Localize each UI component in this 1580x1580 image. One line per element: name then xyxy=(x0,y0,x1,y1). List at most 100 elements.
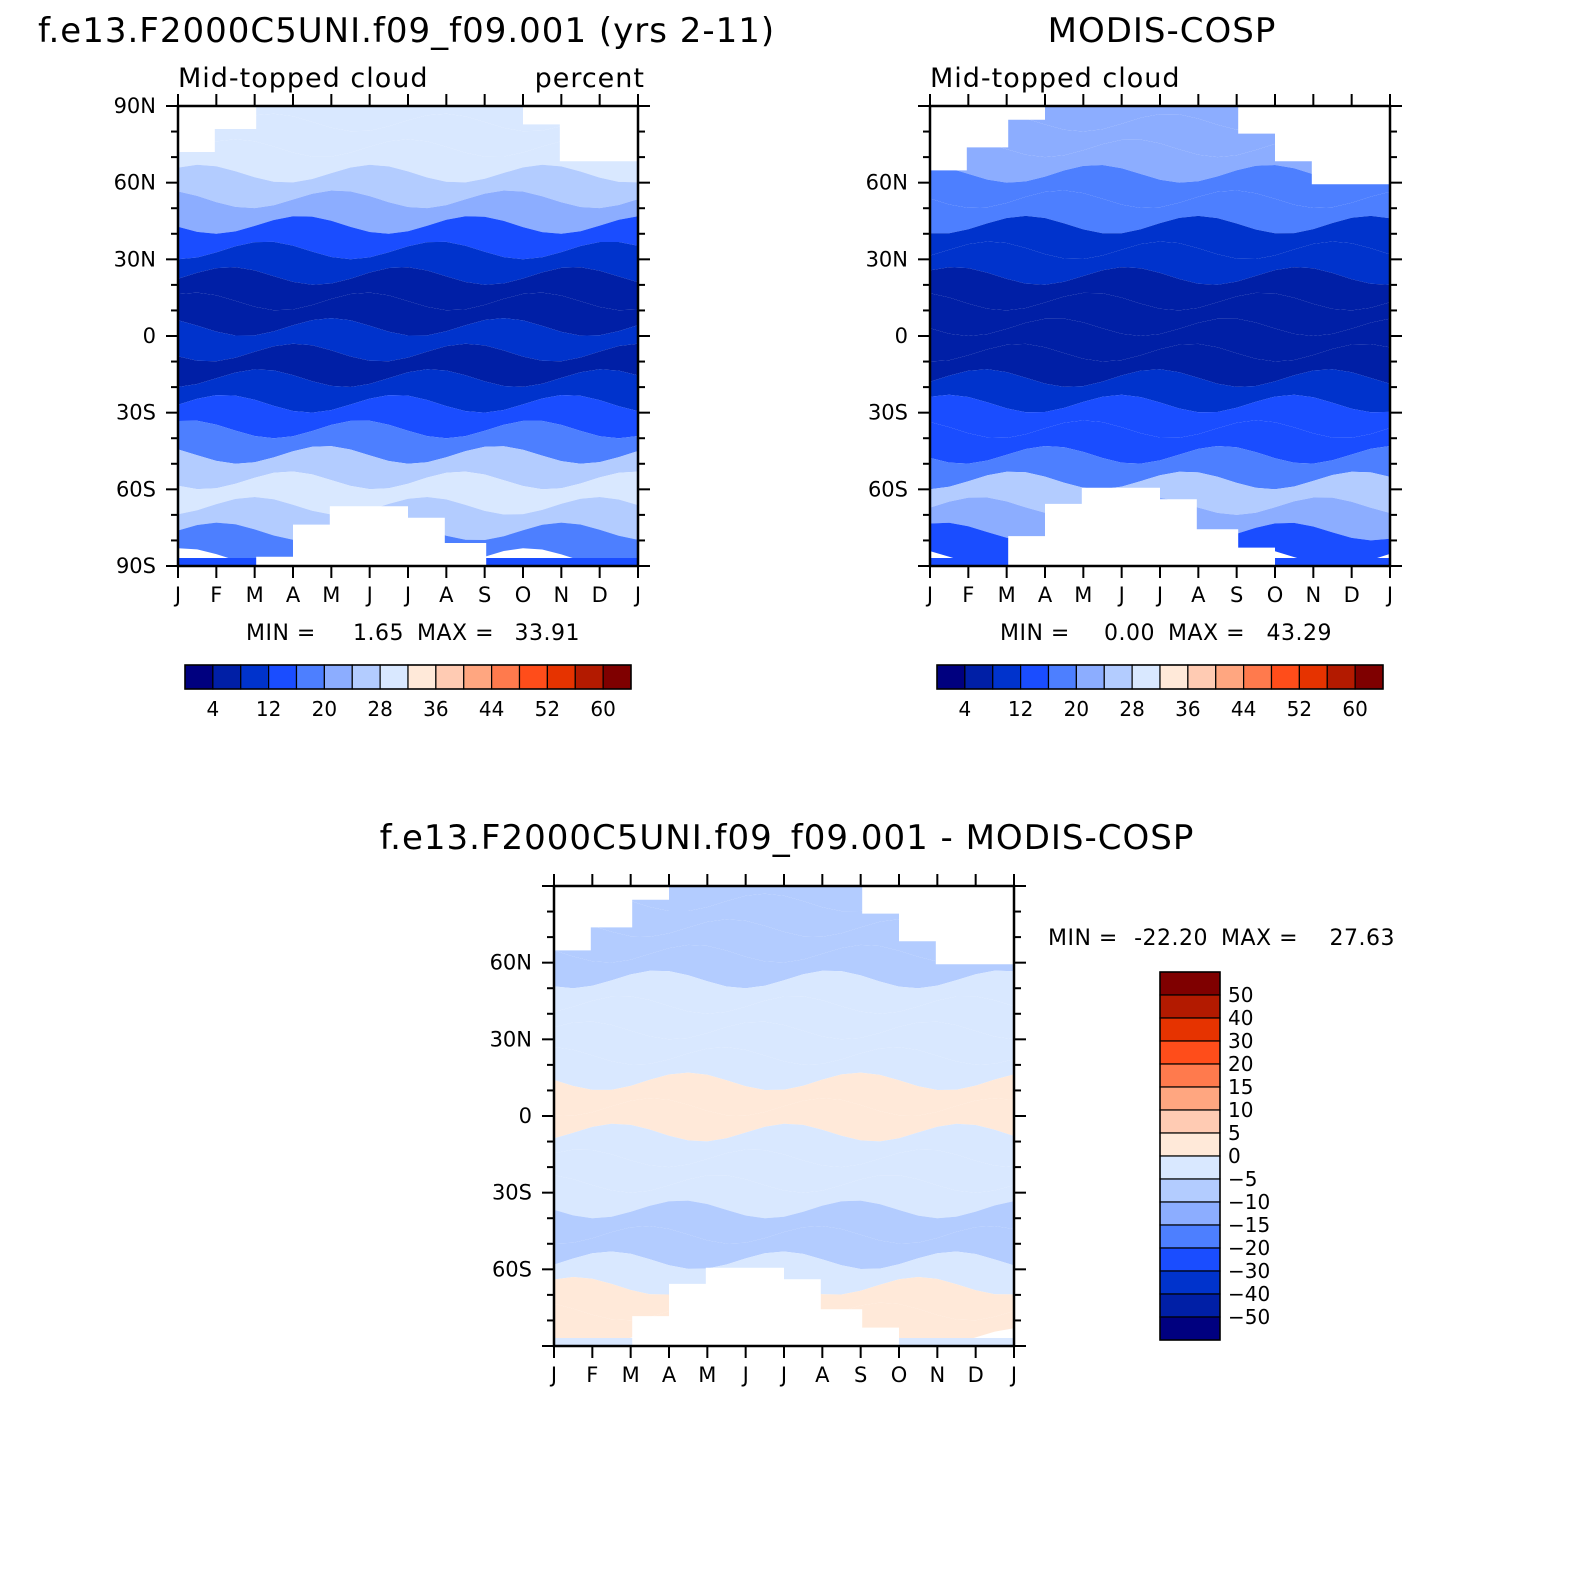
missing-data-mask xyxy=(1008,487,1275,566)
colorbar-label: 44 xyxy=(479,697,504,721)
band-2-4 xyxy=(554,970,1014,1014)
y-tick-label: 30S xyxy=(492,1181,532,1205)
band-2-5 xyxy=(554,996,1014,1040)
y-tick-label: 60N xyxy=(490,951,532,975)
colorbar-swatch xyxy=(1159,1086,1221,1111)
missing-data-mask xyxy=(632,1267,899,1346)
colorbar-swatch xyxy=(1159,1132,1221,1157)
colorbar-label: 36 xyxy=(423,697,448,721)
y-tick-label: 30N xyxy=(490,1027,532,1051)
colorbar-label: 28 xyxy=(1119,697,1144,721)
band-0-12 xyxy=(178,395,638,439)
x-tick-label: F xyxy=(586,1363,598,1387)
band-1-7 xyxy=(930,267,1390,311)
colorbar-swatch xyxy=(1020,664,1050,690)
y-tick-label: 60S xyxy=(116,477,156,501)
colorbar-swatch xyxy=(1159,994,1221,1019)
band-1-10 xyxy=(930,343,1390,387)
field-1 xyxy=(930,106,1390,566)
y-tick-label: 30S xyxy=(868,401,908,425)
x-tick-label: A xyxy=(439,583,454,607)
colorbar-swatch xyxy=(1131,664,1161,690)
panel-diff-max-label: MAX = xyxy=(1221,926,1298,951)
band-1-4 xyxy=(930,190,1390,234)
colorbar-swatch xyxy=(602,664,632,690)
colorbar-label: −5 xyxy=(1228,1167,1257,1191)
colorbar-label: −10 xyxy=(1228,1190,1270,1214)
colorbar-swatch xyxy=(1159,1247,1221,1272)
colorbar-label: 52 xyxy=(1287,697,1312,721)
x-tick-label: J xyxy=(1117,583,1125,607)
colorbar-label: 0 xyxy=(1228,1144,1241,1168)
colorbar-swatch xyxy=(1159,664,1189,690)
missing-data-mask xyxy=(256,506,487,566)
x-tick-label: A xyxy=(662,1363,677,1387)
colorbar-label: 4 xyxy=(959,697,972,721)
panel-obs-min-value: 0.00 xyxy=(1104,621,1155,646)
colorbar-swatch xyxy=(1159,1224,1221,1249)
y-tick-label: 0 xyxy=(519,1104,532,1128)
x-tick-label: N xyxy=(1305,583,1321,607)
x-tick-label: A xyxy=(1038,583,1053,607)
colorbar-swatch xyxy=(212,664,242,690)
y-tick-label: 90S xyxy=(116,554,156,578)
band-1-11 xyxy=(930,369,1390,413)
band-2-11 xyxy=(554,1149,1014,1193)
colorbar-label: 60 xyxy=(590,697,615,721)
colorbar-label: −30 xyxy=(1228,1259,1270,1283)
band-2-8 xyxy=(554,1072,1014,1116)
colorbar-label: 36 xyxy=(1175,697,1200,721)
band-0-2 xyxy=(178,139,638,183)
panel-obs-title: MODIS-COSP xyxy=(1048,11,1277,51)
panel-diff-max-value: 27.63 xyxy=(1330,926,1395,951)
x-tick-label: M xyxy=(322,583,340,607)
panel-diff: f.e13.F2000C5UNI.f09_f09.001 - MODIS-COS… xyxy=(380,818,1395,1387)
panel-diff-min-value: -22.20 xyxy=(1134,926,1208,951)
x-tick-label: M xyxy=(698,1363,716,1387)
band-2-13 xyxy=(554,1200,1014,1244)
y-tick-label: 60N xyxy=(114,171,156,195)
colorbar-swatch xyxy=(240,664,270,690)
panel-obs-plot xyxy=(928,104,1392,568)
band-1-8 xyxy=(930,292,1390,336)
panel-model-title: f.e13.F2000C5UNI.f09_f09.001 (yrs 2-11) xyxy=(38,11,775,51)
y-tick-label: 30N xyxy=(866,247,908,271)
colorbar-swatch xyxy=(491,664,521,690)
colorbar-swatch xyxy=(1354,664,1384,690)
panel-model-subtitle: Mid-topped cloud xyxy=(178,63,429,94)
band-2-12 xyxy=(554,1175,1014,1219)
panel-diff-y-ticks: 60N 30N 0 30S 60S xyxy=(490,885,1026,1347)
colorbar-swatch xyxy=(1326,664,1356,690)
panel-model-colorbar: 4 12 20 28 36 44 52 60 xyxy=(184,664,632,721)
x-tick-label: M xyxy=(246,583,264,607)
band-0-11 xyxy=(178,369,638,413)
colorbar-label: 28 xyxy=(367,697,392,721)
field-0 xyxy=(178,106,638,566)
panel-model-plot xyxy=(176,104,640,568)
y-tick-label: 60S xyxy=(868,477,908,501)
colorbar-swatch xyxy=(1159,971,1221,996)
colorbar-swatch xyxy=(1159,1155,1221,1180)
colorbar-swatch xyxy=(1075,664,1105,690)
x-tick-label: J xyxy=(741,1363,749,1387)
band-0-5 xyxy=(178,216,638,260)
x-tick-label: O xyxy=(1267,583,1284,607)
colorbar-swatch xyxy=(351,664,381,690)
colorbar-label: 60 xyxy=(1342,697,1367,721)
colorbar-swatch xyxy=(184,664,214,690)
y-tick-label: 30S xyxy=(116,401,156,425)
colorbar-swatch xyxy=(1159,1293,1221,1318)
x-tick-label: M xyxy=(622,1363,640,1387)
colorbar-swatch xyxy=(323,664,353,690)
panel-model-min-label: MIN = xyxy=(246,621,316,646)
missing-data-mask xyxy=(178,106,638,162)
x-tick-label: A xyxy=(1191,583,1206,607)
panel-obs-subtitle: Mid-topped cloud xyxy=(930,63,1181,94)
x-tick-label: J xyxy=(1385,583,1393,607)
colorbar-label: 20 xyxy=(1064,697,1089,721)
x-tick-label: S xyxy=(854,1363,867,1387)
colorbar-swatch xyxy=(1159,1040,1221,1065)
